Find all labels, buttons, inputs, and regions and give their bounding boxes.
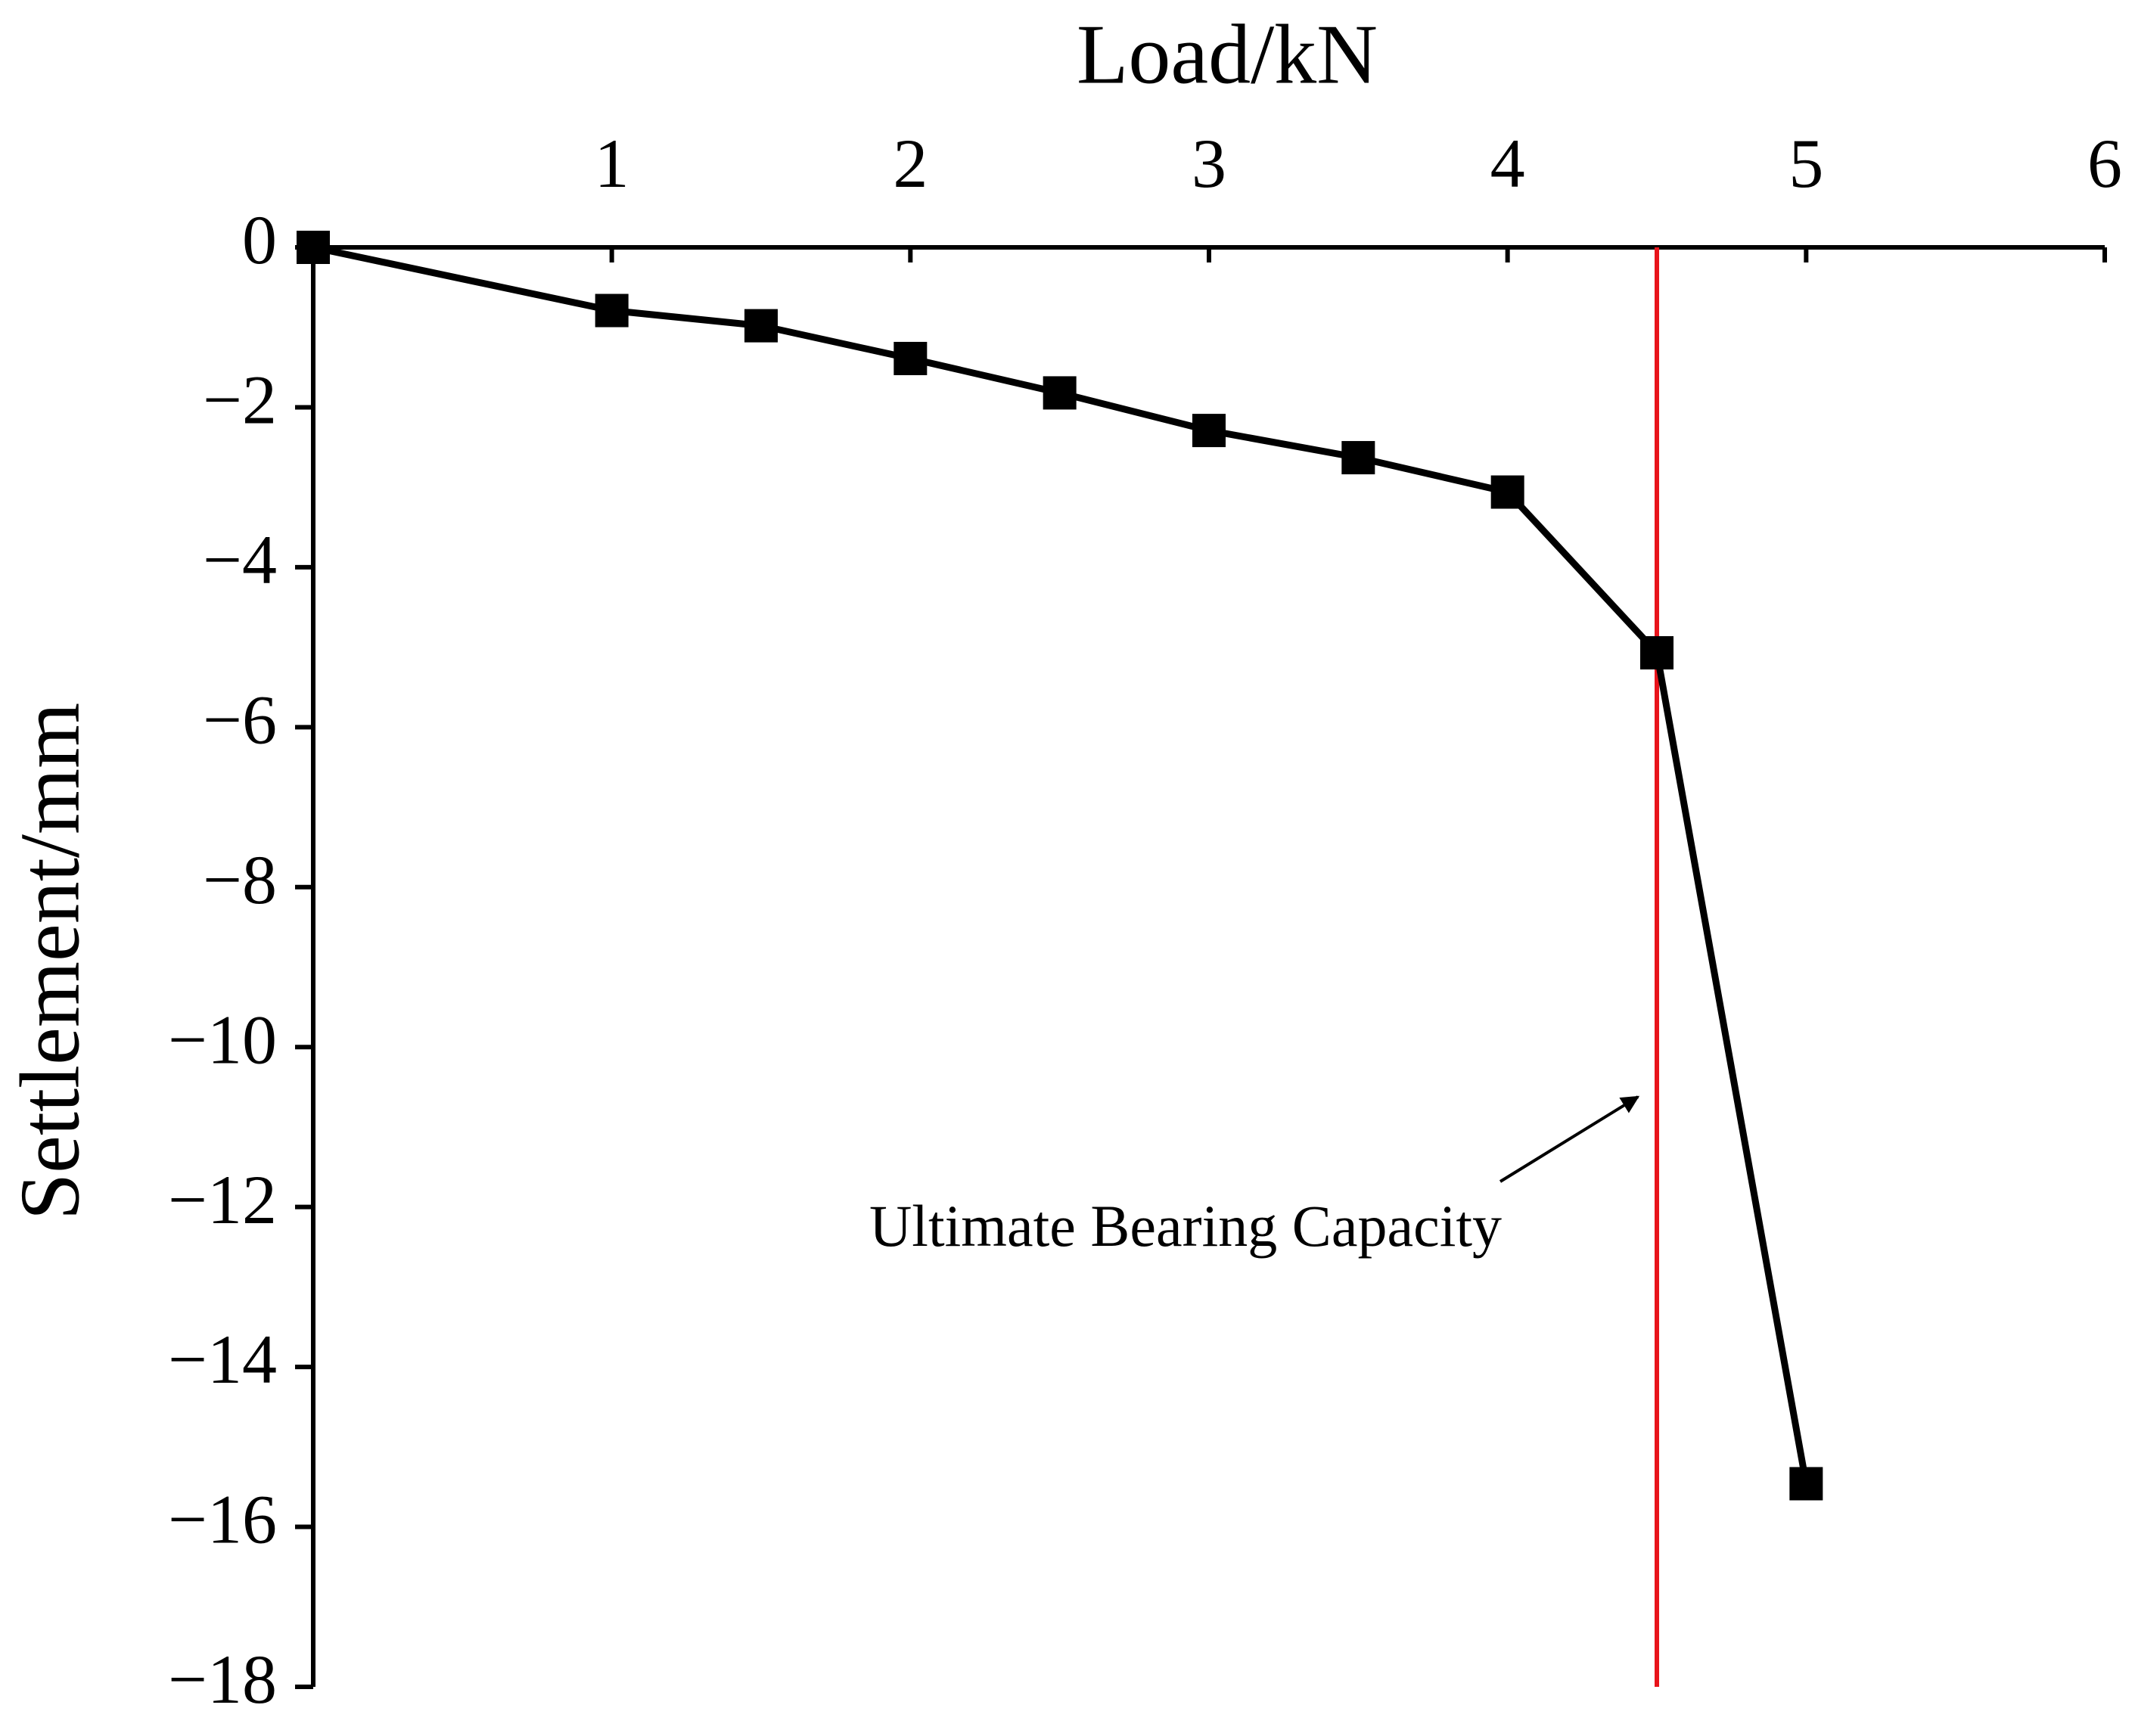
y-tick-label: −18 xyxy=(168,1641,277,1718)
y-tick-label: −12 xyxy=(168,1161,277,1238)
marker xyxy=(1341,441,1375,475)
marker xyxy=(1640,636,1674,670)
series-line xyxy=(312,244,1810,1485)
y-tick-label: −14 xyxy=(168,1321,277,1398)
marker xyxy=(1192,414,1226,448)
marker xyxy=(1789,1467,1823,1501)
y-tick-label: −2 xyxy=(203,362,277,439)
y-tick-label: 0 xyxy=(242,201,277,278)
x-tick-label: 5 xyxy=(1788,125,1823,202)
marker xyxy=(1490,475,1524,509)
x-tick-label: 2 xyxy=(893,125,928,202)
marker xyxy=(1043,376,1077,410)
y-tick-label: −8 xyxy=(203,841,277,918)
x-tick-label: 3 xyxy=(1192,125,1226,202)
x-tick-label: 4 xyxy=(1490,125,1525,202)
y-axis-label: Settlement/mm xyxy=(4,703,98,1220)
y-tick-label: −10 xyxy=(168,1001,277,1078)
y-tick-label: −4 xyxy=(203,521,277,598)
marker xyxy=(893,341,928,375)
y-tick-label: −16 xyxy=(168,1481,277,1558)
x-tick-label: 1 xyxy=(595,125,629,202)
marker xyxy=(744,309,778,343)
x-axis-label: Load/kN xyxy=(1077,8,1378,102)
marker xyxy=(297,231,330,264)
marker xyxy=(595,293,629,328)
x-tick-label: 6 xyxy=(2087,125,2122,202)
annotation: Ultimate Bearing Capacity xyxy=(869,1193,1502,1259)
y-tick-label: −6 xyxy=(203,681,277,758)
annotation-arrow xyxy=(1499,1095,1640,1183)
